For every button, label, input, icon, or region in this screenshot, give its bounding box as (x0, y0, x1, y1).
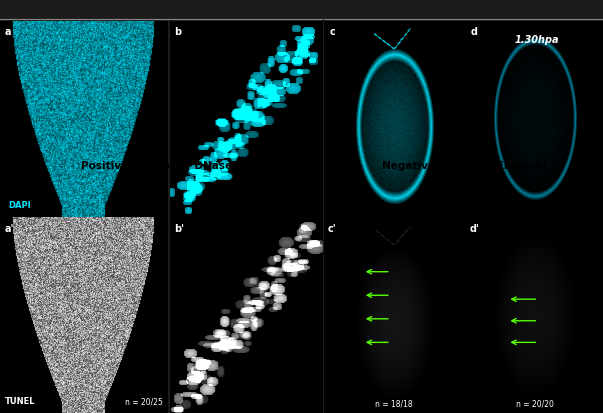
Text: b: b (174, 27, 182, 37)
Text: n = 20/25: n = 20/25 (125, 396, 163, 405)
Text: Negative control (- Enzyme): Negative control (- Enzyme) (382, 160, 547, 170)
Text: a: a (5, 27, 11, 37)
Text: DAPI: DAPI (8, 200, 31, 209)
Text: d': d' (470, 223, 479, 233)
Text: a': a' (5, 223, 14, 233)
Text: n = 18/18: n = 18/18 (375, 398, 412, 407)
Text: c: c (329, 27, 335, 37)
Text: d: d (471, 27, 478, 37)
Text: n = 20/20: n = 20/20 (517, 398, 554, 407)
Text: Positive control (+ DNasel): Positive control (+ DNasel) (81, 160, 241, 170)
Text: c': c' (328, 223, 336, 233)
Text: 1.30hpa: 1.30hpa (514, 35, 559, 45)
Text: TUNEL: TUNEL (5, 396, 36, 405)
Text: b': b' (174, 223, 185, 233)
